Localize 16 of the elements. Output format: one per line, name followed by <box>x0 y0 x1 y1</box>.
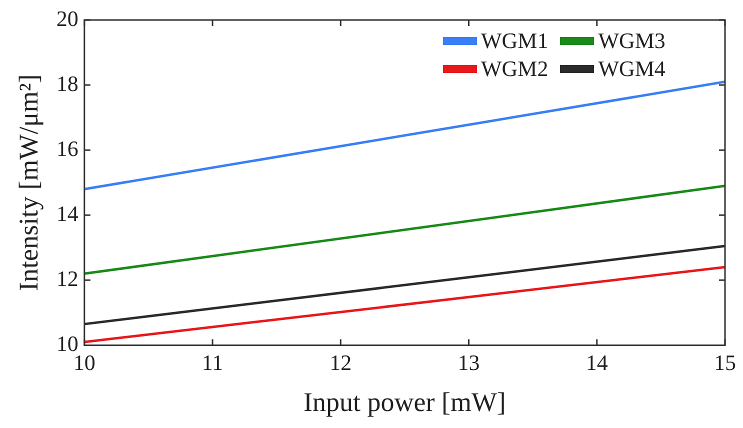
y-tick-label: 14 <box>56 200 78 226</box>
y-tick-label: 16 <box>56 136 78 161</box>
legend-label: WGM4 <box>598 56 666 82</box>
x-axis-title: Input power [mW] <box>303 386 506 417</box>
legend-label: WGM3 <box>598 28 666 54</box>
y-tick-label: 18 <box>56 70 78 96</box>
legend-label: WGM2 <box>481 56 548 82</box>
y-tick-label: 12 <box>56 266 78 291</box>
x-tick-label: 14 <box>586 350 608 376</box>
x-tick-label: 13 <box>458 350 480 376</box>
x-tick-label: 15 <box>714 350 736 376</box>
y-axis-title: Intensity [mW/μm²] <box>13 74 44 291</box>
x-tick-label: 11 <box>202 350 224 376</box>
y-tick-label: 20 <box>56 6 78 31</box>
legend-label: WGM1 <box>481 28 548 54</box>
x-tick-label: 12 <box>330 350 352 376</box>
